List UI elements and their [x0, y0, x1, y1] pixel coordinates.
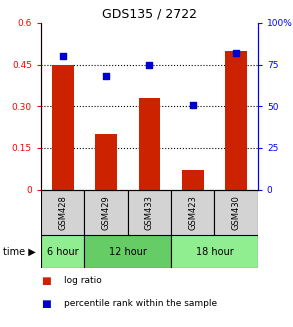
Bar: [128, 190, 171, 235]
Bar: [171, 235, 258, 268]
Text: GSM429: GSM429: [102, 195, 110, 230]
Point: [147, 62, 152, 67]
Bar: [171, 190, 214, 235]
Text: ■: ■: [41, 276, 51, 286]
Text: 18 hour: 18 hour: [196, 247, 233, 257]
Text: time ▶: time ▶: [3, 247, 36, 257]
Bar: [225, 51, 247, 190]
Text: GSM423: GSM423: [188, 195, 197, 230]
Bar: [52, 65, 74, 190]
Bar: [84, 190, 128, 235]
Point: [60, 54, 65, 59]
Text: GSM428: GSM428: [58, 195, 67, 230]
Text: percentile rank within the sample: percentile rank within the sample: [64, 299, 218, 308]
Text: GSM433: GSM433: [145, 195, 154, 230]
Point: [190, 102, 195, 107]
Bar: [182, 170, 204, 190]
Text: 12 hour: 12 hour: [109, 247, 147, 257]
Bar: [41, 235, 84, 268]
Text: ■: ■: [41, 299, 51, 309]
Text: 6 hour: 6 hour: [47, 247, 79, 257]
Bar: [214, 190, 258, 235]
Point: [234, 50, 239, 56]
Title: GDS135 / 2722: GDS135 / 2722: [102, 7, 197, 20]
Text: GSM430: GSM430: [232, 195, 241, 230]
Bar: [84, 235, 171, 268]
Bar: [139, 98, 160, 190]
Bar: [41, 190, 84, 235]
Text: log ratio: log ratio: [64, 276, 102, 285]
Bar: [95, 134, 117, 190]
Point: [104, 74, 108, 79]
